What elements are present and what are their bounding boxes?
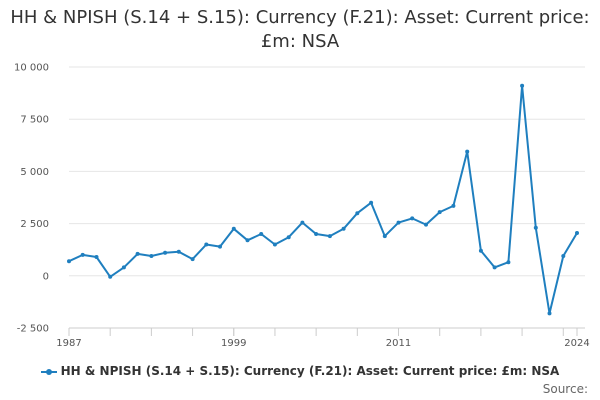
- data-point: [176, 249, 181, 254]
- grid-lines: [69, 66, 585, 329]
- legend-line-marker-icon: [40, 367, 57, 377]
- data-point: [300, 220, 305, 225]
- data-point: [259, 232, 264, 236]
- tick-labels: -2 500 0 2 500 5 000 7 500 10 000 1987 1999 2011…: [14, 63, 590, 350]
- data-point: [163, 250, 168, 255]
- data-point: [204, 242, 209, 247]
- x-tick-label: 1999: [221, 338, 246, 349]
- data-point: [286, 235, 291, 240]
- data-point: [94, 255, 99, 259]
- data-point: [218, 244, 222, 249]
- data-point: [506, 260, 511, 265]
- chart-title: HH & NPISH (S.14 + S.15): Currency (F.21…: [10, 7, 590, 52]
- x-axis: [68, 327, 585, 336]
- x-tick-label: 2011: [386, 338, 411, 349]
- x-tick-label: 2024: [564, 338, 589, 349]
- data-point: [121, 265, 126, 270]
- data-point: [382, 234, 387, 239]
- y-tick-label: 0: [43, 271, 49, 282]
- y-tick-label: 10 000: [14, 63, 49, 74]
- data-point: [410, 216, 415, 221]
- data-point: [80, 252, 85, 257]
- data-point: [451, 203, 456, 208]
- data-point: [341, 226, 346, 231]
- legend[interactable]: HH & NPISH (S.14 + S.15): Currency (F.21…: [0, 364, 600, 378]
- y-tick-label: -2 500: [17, 324, 49, 335]
- data-point: [369, 200, 374, 205]
- data-point: [327, 234, 332, 239]
- data-point: [424, 222, 428, 227]
- data-point: [575, 231, 579, 235]
- data-point: [396, 220, 401, 225]
- data-point: [231, 226, 236, 231]
- data-point: [533, 225, 538, 230]
- data-point: [478, 248, 483, 253]
- data-point: [149, 254, 154, 258]
- data-point: [355, 211, 360, 216]
- y-tick-label: 5 000: [20, 167, 49, 178]
- data-point: [272, 242, 277, 247]
- legend-label: HH & NPISH (S.14 + S.15): Currency (F.21…: [60, 364, 560, 378]
- data-point: [492, 265, 497, 270]
- data-point: [245, 238, 250, 243]
- data-point: [314, 232, 319, 236]
- data-point: [465, 149, 470, 154]
- x-tick-label: 1987: [56, 338, 81, 349]
- data-point: [547, 311, 552, 316]
- series-layer: [67, 83, 579, 316]
- data-point: [135, 251, 140, 256]
- data-point: [520, 83, 525, 88]
- source-label: Source:: [542, 382, 588, 396]
- y-tick-label: 7 500: [20, 115, 49, 126]
- y-tick-label: 2 500: [20, 219, 49, 230]
- series-line: [68, 84, 578, 315]
- data-point: [561, 254, 566, 258]
- data-point: [108, 274, 113, 279]
- data-point: [67, 259, 71, 264]
- data-point: [190, 257, 195, 262]
- data-point: [437, 210, 442, 215]
